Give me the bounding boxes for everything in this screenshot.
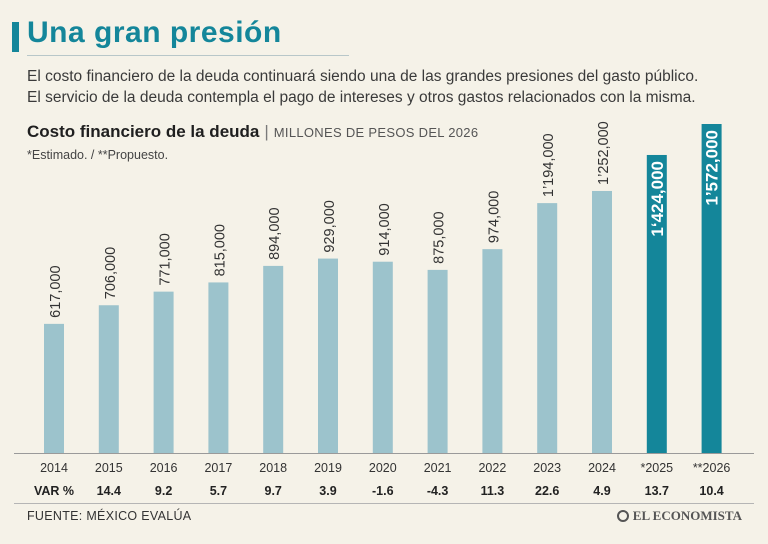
headline: Una gran presión xyxy=(27,16,282,49)
x-tick-label: 2017 xyxy=(204,461,232,475)
bar xyxy=(592,190,612,453)
logo-text: EL ECONOMISTA xyxy=(632,508,742,523)
x-tick-label: *2025 xyxy=(640,461,673,475)
data-label: 974,000 xyxy=(486,191,502,243)
x-tick-label: 2022 xyxy=(478,461,506,475)
x-tick-label: 2014 xyxy=(40,461,68,475)
data-label: 617,000 xyxy=(48,265,64,317)
subtitle-line: El costo financiero de la deuda continua… xyxy=(27,68,699,85)
bar xyxy=(98,305,119,453)
var-pct-value: -1.6 xyxy=(372,484,394,498)
source-note: FUENTE: MÉXICO EVALÚA xyxy=(27,509,192,523)
data-label: 875,000 xyxy=(432,211,448,263)
subtitle-line: El servicio de la deuda contempla el pag… xyxy=(27,89,696,106)
var-pct-value: 4.9 xyxy=(593,484,610,498)
bar xyxy=(44,323,64,453)
bar xyxy=(701,124,722,453)
headline-rule xyxy=(27,55,349,56)
var-pct-value: 9.2 xyxy=(155,484,172,498)
var-pct-value: 14.4 xyxy=(97,484,121,498)
x-tick-label: 2024 xyxy=(588,461,616,475)
data-label: 771,000 xyxy=(158,233,174,285)
bar xyxy=(372,261,393,453)
x-tick-label: 2019 xyxy=(314,461,342,475)
var-pct-value: 11.3 xyxy=(481,484,505,498)
bar xyxy=(263,265,284,453)
x-tick-label: 2023 xyxy=(533,461,561,475)
chart-units: MILLONES DE PESOS DEL 2026 xyxy=(273,125,479,140)
data-label: 1’252,000 xyxy=(596,121,612,185)
var-pct-value: 10.4 xyxy=(699,484,723,498)
headline-accent-bar xyxy=(12,22,19,52)
x-tick-label: **2026 xyxy=(693,461,731,475)
subtitle: El costo financiero de la deuda continua… xyxy=(27,66,757,108)
var-pct-label: VAR % xyxy=(34,484,74,498)
var-pct-value: 22.6 xyxy=(535,484,559,498)
chart-note: *Estimado. / **Propuesto. xyxy=(27,148,169,162)
x-tick-label: 2016 xyxy=(150,461,178,475)
var-pct-value: 9.7 xyxy=(265,484,282,498)
bar xyxy=(646,154,667,453)
bar xyxy=(537,203,558,453)
var-pct-value: 13.7 xyxy=(645,484,669,498)
data-label: 1’572,000 xyxy=(703,130,722,206)
publisher-logo: EL ECONOMISTA xyxy=(616,508,742,524)
data-label: 1‘424,000 xyxy=(648,161,667,237)
x-tick-label: 2021 xyxy=(424,461,452,475)
data-label: 815,000 xyxy=(212,224,228,276)
logo-mark-icon xyxy=(616,510,629,522)
bar xyxy=(208,282,229,453)
data-label: 706,000 xyxy=(103,247,119,299)
data-label: 894,000 xyxy=(267,207,283,259)
x-tick-label: 2020 xyxy=(369,461,397,475)
var-pct-value: 3.9 xyxy=(319,484,336,498)
bar xyxy=(318,258,338,453)
bar xyxy=(427,269,448,453)
chart-title-separator: | xyxy=(264,122,269,141)
chart-title: Costo financiero de la deuda | MILLONES DE… xyxy=(27,122,478,142)
x-tick-label: 2018 xyxy=(259,461,287,475)
var-pct-value: -4.3 xyxy=(427,484,449,498)
data-label: 1’194,000 xyxy=(541,133,557,197)
x-tick-label: 2015 xyxy=(95,461,123,475)
chart-title-text: Costo financiero de la deuda xyxy=(27,122,260,141)
bar xyxy=(153,291,174,453)
var-pct-value: 5.7 xyxy=(210,484,227,498)
data-label: 914,000 xyxy=(377,203,393,255)
bar xyxy=(482,249,503,453)
data-label: 929,000 xyxy=(322,200,338,252)
